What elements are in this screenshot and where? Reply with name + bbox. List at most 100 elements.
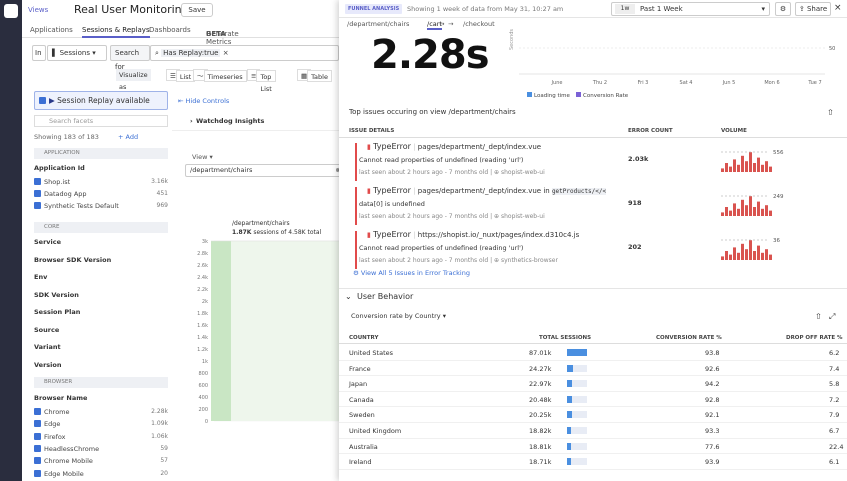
issue-message-text: Cannot read properties of undefined (rea… <box>359 244 524 252</box>
country-name: Canada <box>349 395 374 404</box>
facet-item-label: Edge Mobile <box>44 469 84 478</box>
conversion-rate: 92.6 <box>705 364 720 373</box>
facet-group[interactable]: Env <box>34 273 168 281</box>
tab-sessions-replays[interactable]: Sessions & Replays <box>82 26 150 38</box>
time-range-select[interactable]: 1w Past 1 Week ▾ <box>611 2 770 16</box>
country-row[interactable]: Ireland 18.71k 93.9 6.1 <box>339 454 847 470</box>
search-icon: ⌕ <box>155 49 159 57</box>
vis-list-button[interactable]: ☰ List <box>166 69 196 82</box>
checkbox-icon[interactable] <box>39 97 46 104</box>
checkbox-icon[interactable] <box>34 202 41 209</box>
user-behavior-section[interactable]: ⌄ User Behavior <box>339 288 847 302</box>
facet-item[interactable]: Datadog App 451 <box>34 190 168 198</box>
clear-icon[interactable]: ⊗ <box>336 165 341 176</box>
issue-row[interactable]: ▮ TypeError | pages/department/_dept/ind… <box>349 184 839 228</box>
facet-group[interactable]: Source <box>34 326 168 334</box>
gear-icon[interactable]: ⚙ <box>775 2 791 16</box>
close-icon[interactable]: × <box>834 3 842 13</box>
add-facet-button[interactable]: + Add <box>118 133 139 141</box>
conversion-rate: 93.9 <box>705 458 720 467</box>
checkbox-icon[interactable] <box>34 444 41 452</box>
facet-group-application-id[interactable]: Application Id <box>34 164 85 172</box>
country-row[interactable]: France 24.27k 92.6 7.4 <box>339 361 847 377</box>
conversion-rate: 93.8 <box>705 349 720 357</box>
volume-bar <box>753 251 756 260</box>
country-row[interactable]: United States 87.01k 93.8 6.2 <box>339 345 847 361</box>
facet-item[interactable]: Chrome Mobile 57 <box>34 457 168 465</box>
facet-group[interactable]: Browser SDK Version <box>34 256 168 264</box>
volume-bar <box>745 161 748 172</box>
hide-controls-button[interactable]: ⇤ Hide Controls <box>178 97 230 105</box>
volume-bar <box>725 207 728 216</box>
volume-bar <box>733 247 736 260</box>
facet-group-label: Service <box>34 238 62 246</box>
country-row[interactable]: Japan 22.97k 94.2 5.8 <box>339 376 847 392</box>
scope-select[interactable]: ▌ Sessions ▾ <box>47 45 107 61</box>
export-icon[interactable]: ⇧ <box>827 108 834 117</box>
step-checkout[interactable]: /checkout <box>463 20 495 28</box>
sessions-bar <box>567 411 587 419</box>
facet-search-input[interactable]: Search facets <box>34 115 168 127</box>
step-cart[interactable]: /cart <box>427 20 442 30</box>
checkbox-icon[interactable] <box>34 408 41 415</box>
issue-row[interactable]: ▮ TypeError | https://shopist.io/_nuxt/p… <box>349 228 839 272</box>
views-link[interactable]: Views <box>28 6 49 14</box>
peak-label: 249 <box>773 194 784 200</box>
section-core[interactable]: CORE <box>34 222 168 233</box>
facet-group-browser-name[interactable]: Browser Name <box>34 394 88 402</box>
query-bar: In ▌ Sessions ▾ Search for ⌕ Has Replay:… <box>30 45 339 71</box>
checkbox-icon[interactable] <box>34 432 41 440</box>
vis-table-button[interactable]: ▦ Table <box>297 69 332 82</box>
facet-group[interactable]: Session Plan <box>34 308 168 316</box>
country-row[interactable]: Australia 18.81k 77.6 22.4 <box>339 439 847 455</box>
checkbox-icon[interactable] <box>34 190 41 197</box>
issue-row[interactable]: ▮ TypeError | pages/department/_dept/ind… <box>349 140 839 184</box>
vis-timeseries-button[interactable]: 〜 Timeseries <box>193 69 247 82</box>
watchdog-insights[interactable]: › Watchdog Insights <box>172 111 361 131</box>
tab-applications[interactable]: Applications <box>30 26 73 34</box>
search-input[interactable]: ⌕ Has Replay:true × <box>150 45 339 61</box>
x-tick-label: Fri 3 <box>638 80 649 86</box>
issue-meta: last seen about 2 hours ago - 7 months o… <box>359 169 545 176</box>
checkbox-icon[interactable] <box>34 178 41 185</box>
view-input[interactable]: /department/chairs⊗ <box>185 164 345 177</box>
checkbox-icon[interactable] <box>34 469 41 477</box>
vis-toplist-button[interactable]: ≡ Top List <box>247 69 276 93</box>
session-replay-filter[interactable]: ▶ Session Replay available <box>34 91 168 110</box>
y-tick-label: 2k <box>202 299 208 305</box>
facet-item[interactable]: HeadlessChrome 59 <box>34 444 168 453</box>
facet-item[interactable]: Firefox 1.06k <box>34 432 168 441</box>
y-tick-label: 1.4k <box>197 335 208 341</box>
country-row[interactable]: Canada 20.48k 92.8 7.2 <box>339 392 847 408</box>
datadog-logo-icon[interactable] <box>4 4 18 18</box>
country-row[interactable]: Sweden 20.25k 92.1 7.9 <box>339 407 847 423</box>
facet-group[interactable]: SDK Version <box>34 291 168 299</box>
filter-pill[interactable]: Has Replay:true <box>161 49 221 57</box>
facet-item[interactable]: Shop.ist 3.16k <box>34 178 168 186</box>
facet-group[interactable]: Service <box>34 238 168 246</box>
facet-group[interactable]: Variant <box>34 343 168 351</box>
save-button[interactable]: Save <box>181 3 213 17</box>
issue-meta-text: last seen about 2 hours ago - 7 months o… <box>359 169 489 176</box>
facet-item[interactable]: Edge Mobile 20 <box>34 469 168 478</box>
expand-icon[interactable]: ⤢ <box>829 312 836 321</box>
facet-item[interactable]: Edge 1.09k <box>34 420 168 428</box>
facet-item[interactable]: Synthetic Tests Default 969 <box>34 202 168 210</box>
conversion-metric-select[interactable]: Conversion rate by Country ▾ <box>351 312 446 320</box>
country-name: Japan <box>349 380 368 389</box>
facet-item-count: 1.09k <box>151 420 168 428</box>
checkbox-icon[interactable] <box>34 420 41 428</box>
tab-dashboards[interactable]: Dashboards <box>149 26 191 34</box>
loading-time-trend-chart: Seconds 50 June Thu 2 Fri 3 Sat 4 Jun 5 Mon 6 Tu… <box>509 29 835 99</box>
section-application[interactable]: APPLICATION <box>34 148 168 159</box>
section-browser[interactable]: BROWSER <box>34 377 168 388</box>
divider: | <box>488 257 495 264</box>
share-button[interactable]: ⇪ Share <box>795 2 831 16</box>
facet-group[interactable]: Version <box>34 361 168 369</box>
view-all-issues-link[interactable]: ⚙ View All 5 Issues in Error Tracking <box>353 269 470 277</box>
export-icon[interactable]: ⇧ <box>815 312 822 321</box>
checkbox-icon[interactable] <box>34 457 41 465</box>
facet-item[interactable]: Chrome 2.28k <box>34 408 168 416</box>
country-row[interactable]: United Kingdom 18.82k 93.3 6.7 <box>339 423 847 439</box>
step-department-chairs[interactable]: /department/chairs <box>347 20 410 28</box>
